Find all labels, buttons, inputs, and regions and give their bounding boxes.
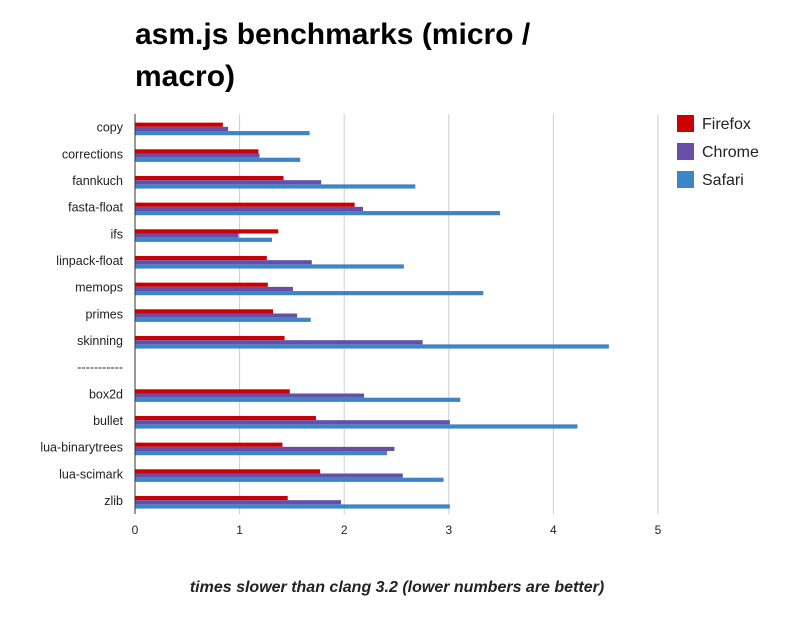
bar-firefox xyxy=(135,309,274,314)
category-label: primes xyxy=(85,307,123,321)
bar-chrome xyxy=(135,473,403,478)
bar-safari xyxy=(135,237,273,242)
bar-firefox xyxy=(135,122,223,127)
bar-safari xyxy=(135,477,444,482)
bar-firefox xyxy=(135,229,279,234)
category-label: fasta-float xyxy=(68,201,123,215)
axes: 0 1 2 3 4 5 copy corrections fannkuch fasta-float… xyxy=(40,114,662,537)
bar-safari xyxy=(135,504,450,509)
x-tick-label: 5 xyxy=(655,523,662,537)
legend: Firefox Chrome Safari xyxy=(677,115,759,189)
legend-swatch-firefox xyxy=(677,115,694,132)
bar-chrome xyxy=(135,500,342,505)
category-label: copy xyxy=(97,121,124,135)
bar-safari xyxy=(135,424,578,429)
bar-chrome xyxy=(135,393,365,398)
bar-chrome xyxy=(135,340,423,345)
bar-firefox xyxy=(135,469,321,474)
bar-safari xyxy=(135,397,461,402)
category-label: bullet xyxy=(93,414,123,428)
legend-swatch-chrome xyxy=(677,143,694,160)
bar-chrome xyxy=(135,446,395,452)
category-label: lua-binarytrees xyxy=(40,441,123,455)
category-label: box2d xyxy=(89,387,123,401)
bar-chrome xyxy=(135,420,450,425)
bar-firefox xyxy=(135,415,316,421)
x-tick-label: 4 xyxy=(550,523,557,537)
bar-safari xyxy=(135,131,310,136)
category-label: zlib xyxy=(104,494,123,508)
bar-chrome xyxy=(135,153,260,158)
category-label: memops xyxy=(75,281,123,295)
bar-firefox xyxy=(135,255,267,261)
bar-safari xyxy=(135,344,609,349)
bars xyxy=(135,122,609,509)
category-label: linpack-float xyxy=(56,254,123,268)
bar-safari xyxy=(135,184,416,189)
category-label: corrections xyxy=(62,147,123,161)
x-tick-label: 3 xyxy=(445,523,452,537)
x-tick-label: 0 xyxy=(132,523,139,537)
bar-safari xyxy=(135,157,301,162)
bar-firefox xyxy=(135,175,284,181)
bar-chrome xyxy=(135,260,312,265)
category-label: ----------- xyxy=(77,361,123,375)
bar-chrome xyxy=(135,180,322,185)
category-label: ifs xyxy=(111,227,124,241)
bar-safari xyxy=(135,317,311,322)
x-tick-label: 1 xyxy=(236,523,243,537)
bar-chrome xyxy=(135,233,239,238)
bar-firefox xyxy=(135,442,283,447)
bar-safari xyxy=(135,264,404,269)
legend-swatch-safari xyxy=(677,171,694,188)
bar-safari xyxy=(135,451,388,456)
bar-firefox xyxy=(135,149,259,154)
legend-label-chrome: Chrome xyxy=(702,144,759,161)
bar-safari xyxy=(135,211,501,216)
category-label: lua-scimark xyxy=(59,467,124,481)
bar-chrome xyxy=(135,286,293,292)
bar-firefox xyxy=(135,335,285,341)
chart-title: asm.js benchmarks (micro / macro) xyxy=(135,18,531,93)
bar-chrome xyxy=(135,313,298,318)
category-label: skinning xyxy=(77,334,123,348)
bar-firefox xyxy=(135,202,355,207)
bar-chrome xyxy=(135,206,364,212)
bar-firefox xyxy=(135,495,288,501)
bar-firefox xyxy=(135,389,290,394)
bar-safari xyxy=(135,291,484,296)
bar-firefox xyxy=(135,282,268,287)
x-axis-label: times slower than clang 3.2 (lower numbe… xyxy=(190,579,604,596)
bar-chrome xyxy=(135,126,229,132)
legend-label-firefox: Firefox xyxy=(702,116,751,133)
category-label: fannkuch xyxy=(72,174,123,188)
x-tick-label: 2 xyxy=(341,523,348,537)
legend-label-safari: Safari xyxy=(702,172,744,189)
